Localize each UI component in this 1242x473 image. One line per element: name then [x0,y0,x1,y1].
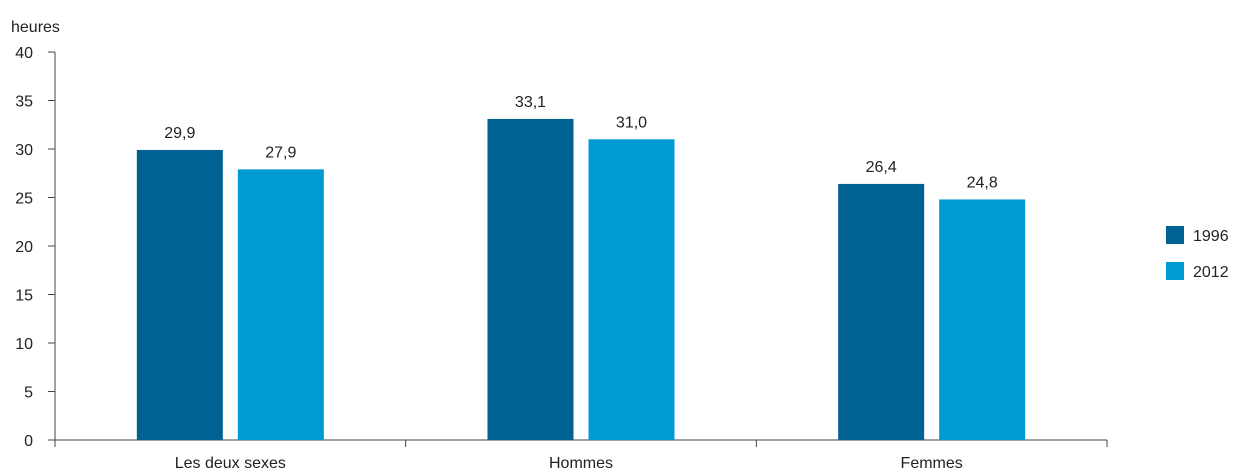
x-axis: Les deux sexes Hommes Femmes [54,439,1108,472]
x-category-label: Les deux sexes [175,455,286,472]
y-tick-label: 15 [15,288,33,305]
bar-2012-2 [939,199,1026,440]
bar-1996-2 [838,183,925,441]
y-tick-label: 10 [15,336,33,353]
legend-swatch [1166,262,1184,280]
y-tick-label: 5 [24,385,33,402]
data-label: 31,0 [616,114,647,131]
y-tick-label: 20 [15,239,33,256]
data-label: 29,9 [164,125,195,142]
legend-swatch [1166,226,1184,244]
data-label: 26,4 [866,159,897,176]
y-tick-label: 25 [15,191,33,208]
x-category-label: Hommes [549,455,613,472]
legend: 1996 2012 [1166,226,1229,281]
data-label: 24,8 [967,174,998,191]
bar-1996-1 [487,118,574,441]
legend-label: 1996 [1193,228,1229,245]
data-labels: 29,9 27,9 33,1 31,0 26,4 24,8 [164,94,998,192]
bars [136,118,1026,441]
legend-label: 2012 [1193,264,1229,281]
x-category-label: Femmes [901,455,963,472]
data-label: 27,9 [265,144,296,161]
y-tick-label: 35 [15,94,33,111]
bar-1996-0 [136,149,223,440]
y-tick-label: 0 [24,433,33,450]
data-label: 33,1 [515,94,546,111]
bar-2012-0 [237,169,324,440]
y-tick-label: 30 [15,142,33,159]
y-axis-label: heures [11,19,60,36]
y-tick-label: 40 [15,45,33,62]
y-axis: 0 5 10 15 20 25 30 35 40 [15,45,56,450]
bar-2012-1 [588,139,675,441]
